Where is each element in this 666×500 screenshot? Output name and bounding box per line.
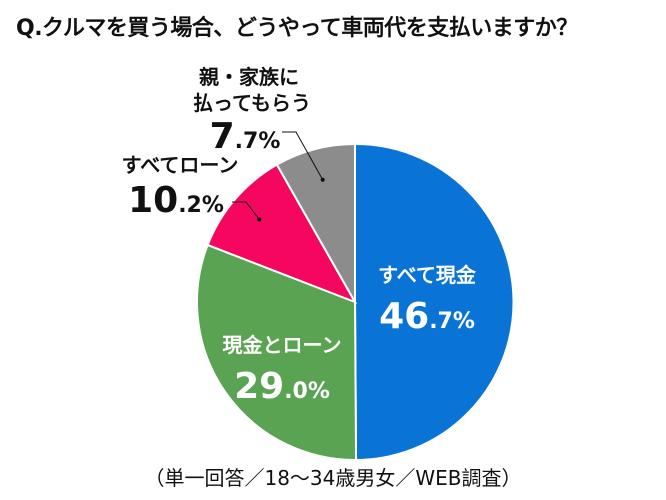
slice-cash-and-loan [196, 243, 358, 462]
slice-all-cash [354, 142, 515, 462]
leader-line-all-loan-dot [257, 217, 262, 222]
slice-label-family-line2: 払ってもらう [193, 91, 311, 115]
value-int: 46 [379, 296, 429, 337]
slice-label-cash-and-loan: 現金とローン [223, 333, 342, 357]
slice-label-all-cash: すべて現金 [378, 263, 477, 287]
value-int: 7 [210, 116, 235, 157]
slice-value-family: 7.7% [210, 116, 281, 157]
slice-value-all-cash: 46.7% [379, 296, 475, 337]
pie-slices [196, 142, 515, 462]
slice-label-family-line1: 親・家族に [199, 65, 299, 89]
leader-line-family [282, 131, 324, 181]
leader-lines [232, 131, 325, 222]
slice-family [275, 142, 356, 306]
leader-line-all-loan [232, 201, 260, 220]
value-dec: .7% [429, 309, 475, 334]
footnote: （単一回答／18～34歳男女／WEB調査） [144, 466, 522, 490]
chart-title: Q.クルマを買う場合、どうやって車両代を支払いますか？ [16, 16, 578, 41]
slice-value-cash-and-loan: 29.0% [234, 366, 330, 407]
value-dec: .7% [235, 129, 281, 154]
value-dec: .2% [178, 193, 224, 218]
slice-all-loan [206, 163, 358, 304]
leader-line-family-dot [320, 177, 325, 182]
value-int: 29 [234, 366, 284, 407]
value-int: 10 [128, 180, 178, 221]
value-dec: .0% [284, 379, 330, 404]
slice-label-all-loan: すべてローン [122, 153, 239, 177]
slice-value-all-loan: 10.2% [128, 180, 224, 221]
